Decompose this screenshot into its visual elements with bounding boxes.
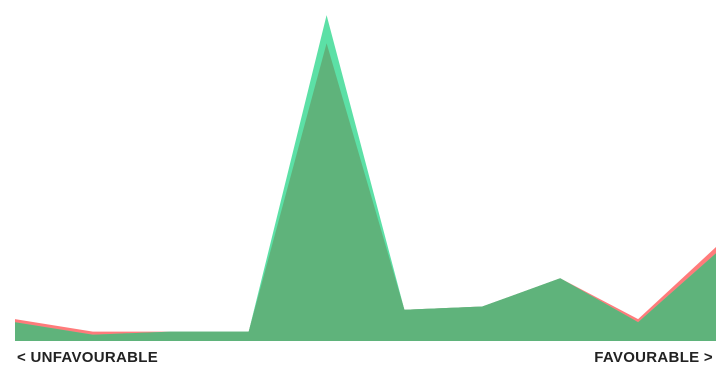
x-axis-label-unfavourable: < UNFAVOURABLE bbox=[17, 349, 159, 366]
x-axis-label-favourable: FAVOURABLE > bbox=[594, 349, 713, 366]
area-series-3 bbox=[15, 43, 716, 342]
